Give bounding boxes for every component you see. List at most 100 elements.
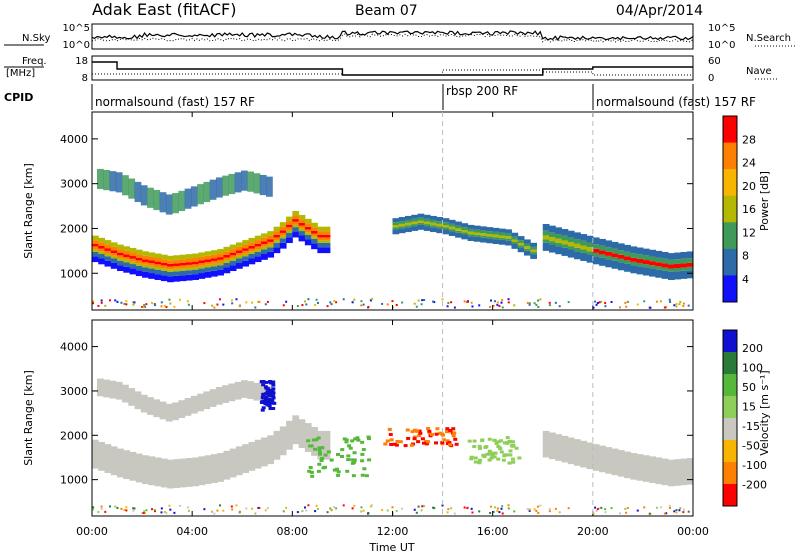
power-speckle	[203, 302, 206, 305]
velocity-feature-cell	[311, 438, 316, 442]
power-band-cell	[323, 234, 331, 238]
power-echo-cell	[405, 222, 412, 226]
power-echo-cell	[561, 229, 569, 236]
velocity-upper-cell	[134, 391, 142, 410]
power-band-cell	[304, 226, 312, 230]
power-echo-cell	[455, 228, 462, 231]
velocity-feature-cell	[440, 441, 445, 445]
power-band-cell	[192, 269, 199, 275]
power-speckle	[604, 302, 607, 305]
power-speckle	[369, 299, 372, 302]
power-band-cell	[286, 216, 293, 222]
power-echo-cell	[649, 261, 656, 266]
velocity-speckle	[132, 509, 135, 512]
velocity-band-cell	[98, 441, 106, 471]
power-band-cell	[304, 223, 312, 227]
power-speckle	[326, 305, 329, 308]
power-speckle	[114, 299, 117, 302]
velocity-feature-cell	[316, 469, 321, 473]
power-band-cell	[273, 237, 281, 241]
power-band-cell	[179, 268, 187, 271]
velocity-feature-cell	[309, 444, 314, 448]
power-band-cell	[223, 260, 231, 263]
power-speckle	[600, 300, 603, 303]
power-band-cell	[267, 244, 275, 248]
power-echo-cell	[586, 235, 594, 243]
power-band-cell	[148, 263, 156, 266]
velocity-echo-cell	[567, 437, 575, 465]
power-speckle	[282, 304, 285, 307]
power-upper-cell	[215, 177, 223, 198]
power-band-cell	[286, 230, 293, 233]
power-band-cell	[185, 258, 193, 263]
x-tick-label: 00:00	[76, 525, 108, 538]
velocity-feature-cell	[352, 458, 357, 462]
power-speckle	[120, 301, 123, 304]
power-speckle	[145, 303, 148, 306]
colorbar-swatch	[723, 352, 737, 375]
velocity-speckle	[539, 504, 542, 507]
velocity-speckle	[643, 506, 646, 509]
power-band-cell	[261, 244, 268, 247]
power-echo-cell	[667, 268, 675, 272]
velocity-speckle	[423, 505, 426, 508]
power-speckle	[610, 301, 613, 304]
velocity-band-cell	[185, 458, 193, 487]
power-echo-cell	[617, 262, 625, 271]
power-echo-cell	[611, 253, 619, 258]
power-band-cell	[129, 252, 137, 257]
nsearch-tick-high: 10^5	[708, 23, 735, 34]
power-band-cell	[160, 275, 168, 282]
velocity-speckle	[496, 507, 499, 510]
power-echo-cell	[517, 240, 525, 243]
power-band-cell	[298, 235, 306, 242]
velocity-speckle	[501, 512, 504, 515]
power-speckle	[143, 304, 146, 307]
power-echo-cell	[530, 252, 537, 255]
power-band-cell	[317, 231, 325, 235]
power-upper-cell	[222, 175, 229, 196]
x-tick-label: 00:00	[677, 525, 709, 538]
power-band-cell	[323, 226, 331, 232]
colorbar-tick-label: 50	[742, 381, 756, 394]
velocity-echo-cell	[661, 458, 669, 486]
velocity-band-cell	[304, 423, 312, 452]
velocity-speckle	[314, 510, 317, 513]
power-echo-cell	[542, 223, 550, 231]
velocity-echo-cell	[630, 453, 638, 480]
power-speckle	[360, 300, 363, 303]
power-band-cell	[254, 256, 262, 263]
velocity-feature-cell	[259, 380, 264, 384]
power-echo-cell	[567, 242, 575, 247]
power-band-cell	[98, 258, 106, 265]
power-band-cell	[311, 230, 318, 234]
power-speckle	[333, 299, 336, 302]
velocity-echo-cell	[574, 439, 581, 466]
beam-title: Beam 07	[355, 3, 418, 19]
velocity-speckle	[554, 507, 557, 510]
power-speckle	[163, 304, 166, 307]
power-speckle	[507, 301, 510, 304]
power-speckle	[251, 301, 254, 304]
power-echo-cell	[517, 247, 525, 253]
power-colorbar: Power [dB] 28 24 20 16 12 8 4	[722, 115, 771, 303]
velocity-feature-cell	[323, 465, 328, 469]
velocity-feature-cell	[388, 433, 393, 437]
velocity-speckle	[333, 506, 336, 509]
power-echo-cell	[517, 236, 525, 241]
power-speckle	[535, 303, 538, 306]
power-echo-cell	[630, 257, 638, 262]
velocity-band-cell	[148, 456, 156, 486]
velocity-speckle	[109, 505, 112, 508]
power-speckle	[264, 303, 267, 306]
velocity-feature-cell	[469, 457, 474, 461]
freq-series	[92, 61, 693, 76]
velocity-feature-cell	[264, 399, 269, 403]
velocity-upper-cell	[103, 379, 111, 398]
power-echo-cell	[624, 263, 631, 272]
velocity-feature-cell	[496, 444, 501, 448]
power-band-cell	[179, 275, 187, 282]
velocity-speckle	[216, 509, 219, 512]
power-speckle	[489, 305, 492, 308]
power-echo-cell	[442, 227, 450, 230]
